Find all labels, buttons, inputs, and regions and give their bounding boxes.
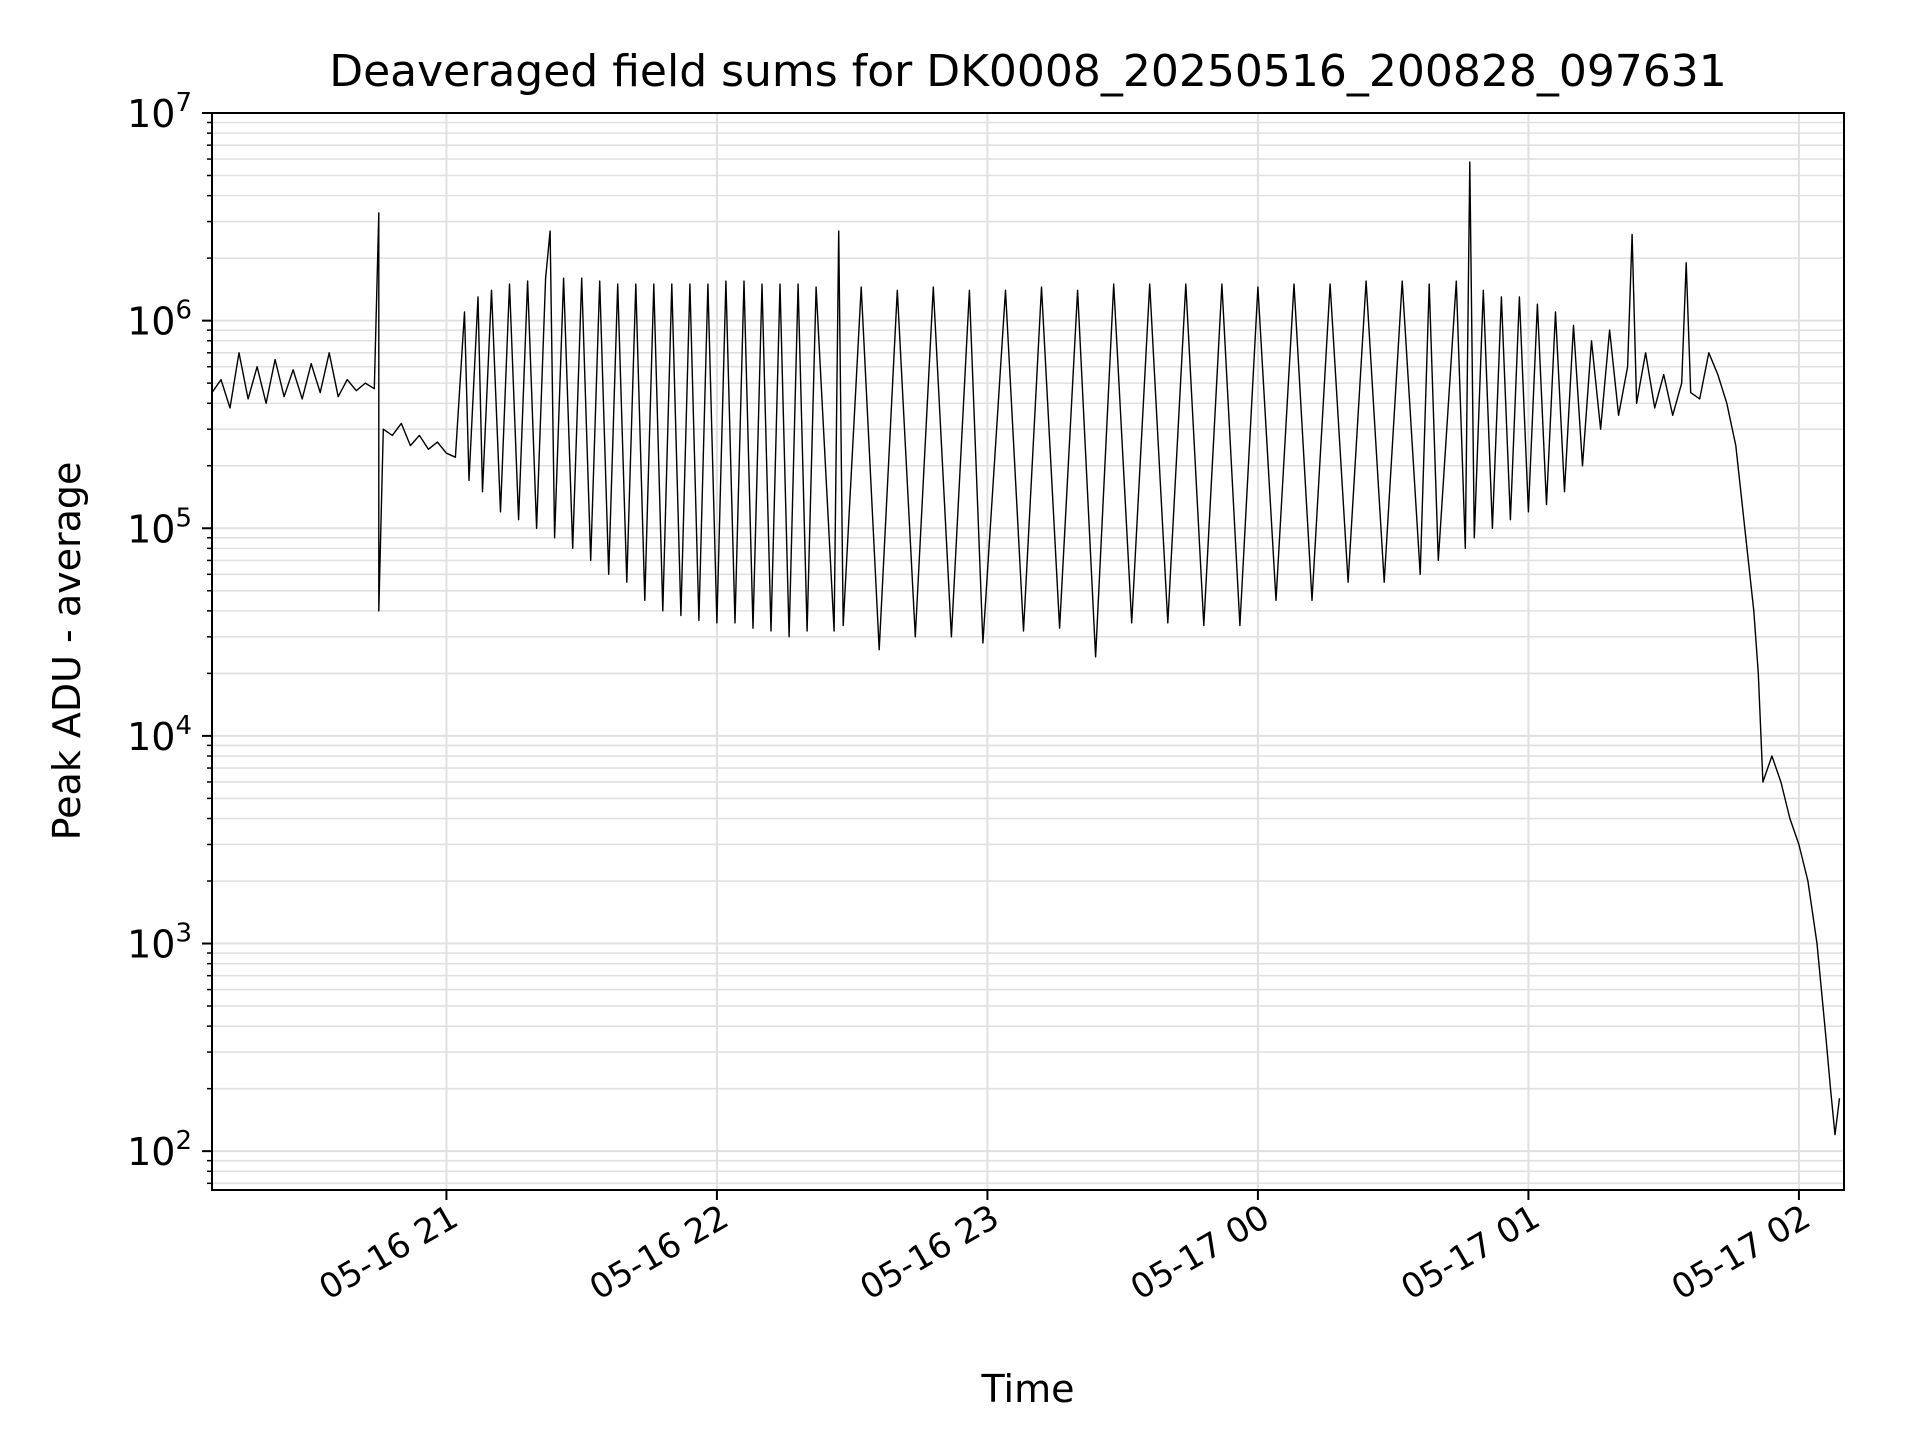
plot-frame — [211, 112, 1845, 1191]
series-line — [211, 161, 1841, 1136]
chart-title: Deaveraged field sums for DK0008_2025051… — [329, 46, 1727, 97]
y-tick-label: 103 — [127, 919, 192, 967]
x-axis-label: Time — [981, 1367, 1075, 1411]
y-tick-label: 102 — [127, 1126, 192, 1174]
y-tick-label: 106 — [127, 296, 192, 344]
data-layer — [211, 161, 1841, 1136]
y-tick-label: 105 — [127, 503, 192, 551]
y-axis-label: Peak ADU - average — [45, 462, 89, 841]
y-tick-label: 104 — [127, 711, 192, 759]
grid — [212, 112, 1844, 1190]
y-tick-label: 107 — [127, 88, 192, 136]
